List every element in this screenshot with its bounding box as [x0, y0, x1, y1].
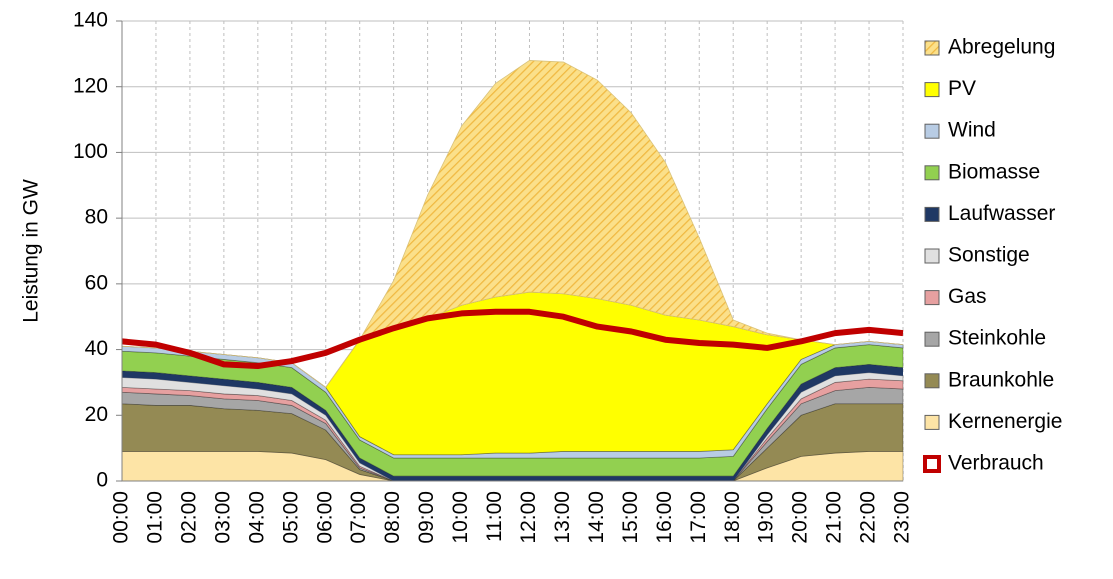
y-tick-label: 0: [96, 469, 108, 492]
y-tick-label: 140: [73, 9, 108, 32]
x-tick-label: 18:00: [721, 491, 744, 544]
legend-marker: [924, 373, 940, 389]
legend-marker: [924, 165, 940, 181]
y-tick-label: 120: [73, 74, 108, 97]
x-tick-label: 04:00: [245, 491, 268, 544]
x-tick-label: 06:00: [313, 491, 336, 544]
legend-label: Biomasse: [948, 160, 1040, 183]
legend-marker: [924, 40, 940, 56]
x-tick-label: 13:00: [551, 491, 574, 544]
y-tick-label: 100: [73, 140, 108, 163]
x-tick-label: 03:00: [211, 491, 234, 544]
legend-marker: [924, 248, 940, 264]
legend-label: Verbrauch: [948, 452, 1044, 475]
x-tick-label: 20:00: [789, 491, 812, 544]
legend-marker: [924, 414, 940, 430]
y-tick-label: 20: [85, 403, 108, 426]
legend-marker: [924, 290, 940, 306]
legend-marker: [924, 123, 940, 139]
legend-marker: [924, 206, 940, 222]
legend-label: Wind: [948, 119, 996, 142]
legend-label: Abregelung: [948, 36, 1055, 59]
x-tick-label: 09:00: [415, 491, 438, 544]
x-tick-label: 01:00: [144, 491, 167, 544]
y-tick-label: 60: [85, 271, 108, 294]
y-tick-label: 40: [85, 337, 108, 360]
y-tick-label: 80: [85, 206, 108, 229]
legend-marker: [923, 455, 941, 473]
x-tick-label: 10:00: [449, 491, 472, 544]
x-tick-label: 12:00: [517, 491, 540, 544]
x-tick-label: 14:00: [585, 491, 608, 544]
x-tick-label: 16:00: [653, 491, 676, 544]
legend-label: Sonstige: [948, 244, 1030, 267]
x-tick-label: 19:00: [755, 491, 778, 544]
x-tick-label: 21:00: [823, 491, 846, 544]
legend-label: Steinkohle: [948, 327, 1046, 350]
legend-marker: [924, 331, 940, 347]
line: [121, 308, 904, 369]
x-tick-label: 07:00: [347, 491, 370, 544]
x-tick-label: 02:00: [177, 491, 200, 544]
x-tick-label: 22:00: [857, 491, 880, 544]
legend-marker: [924, 82, 940, 98]
legend-label: PV: [948, 77, 976, 100]
legend-label: Laufwasser: [948, 202, 1055, 225]
x-tick-label: 15:00: [619, 491, 642, 544]
x-tick-label: 23:00: [891, 491, 914, 544]
x-tick-label: 05:00: [279, 491, 302, 544]
x-tick-label: 00:00: [110, 491, 133, 544]
x-tick-label: 08:00: [381, 491, 404, 544]
legend-label: Kernenergie: [948, 410, 1062, 433]
y-axis-title: Leistung in GW: [20, 179, 43, 323]
legend-label: Gas: [948, 285, 987, 308]
x-tick-label: 11:00: [483, 491, 506, 542]
area: [122, 364, 903, 481]
legend-label: Braunkohle: [948, 368, 1054, 391]
x-tick-label: 17:00: [687, 491, 710, 544]
